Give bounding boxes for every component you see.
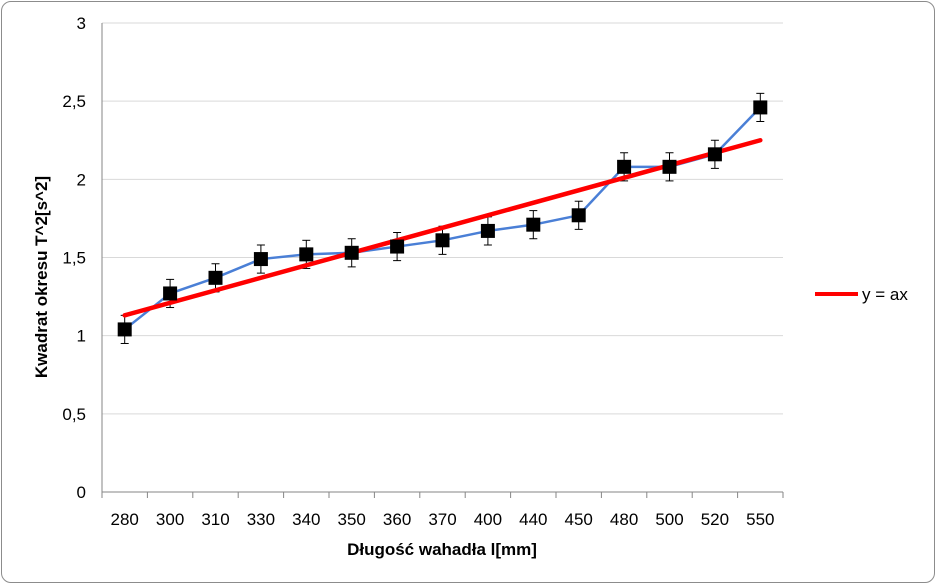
data-point-marker	[480, 223, 495, 238]
y-tick-label: 2	[77, 170, 86, 189]
x-tick-label: 310	[201, 510, 229, 529]
y-tick-label: 1,5	[62, 249, 86, 268]
y-tick-label: 1	[77, 327, 86, 346]
data-point-marker	[117, 322, 132, 337]
x-tick-label: 550	[746, 510, 774, 529]
y-tick-label: 0,5	[62, 405, 86, 424]
data-point-marker	[753, 100, 768, 115]
x-tick-label: 450	[565, 510, 593, 529]
fit-line	[122, 138, 763, 318]
y-tick-labels: 0 0,5 1 1,5 2 2,5 3	[62, 14, 86, 502]
x-tick-label: 350	[338, 510, 366, 529]
series-line	[123, 106, 762, 331]
data-point-marker	[707, 147, 722, 162]
data-point-marker	[617, 159, 632, 174]
x-tick-label: 520	[701, 510, 729, 529]
data-point-marker	[208, 270, 223, 285]
x-tick-label: 360	[383, 510, 411, 529]
x-tick-label: 500	[655, 510, 683, 529]
x-tick-label: 400	[474, 510, 502, 529]
legend-label-fit: y = ax	[862, 285, 908, 304]
data-point-marker	[299, 247, 314, 262]
gridlines	[102, 22, 783, 415]
data-point-marker	[571, 208, 586, 223]
x-tick-label: 370	[428, 510, 456, 529]
x-tick-label: 480	[610, 510, 638, 529]
x-tick-labels: 280 300 310 330 340 350 360 370 400 440 450 480 500 5…	[111, 510, 775, 529]
y-tick-label: 2,5	[62, 92, 86, 111]
y-tick-label: 3	[77, 14, 86, 33]
y-tick-label: 0	[77, 483, 86, 502]
x-tick-label: 340	[292, 510, 320, 529]
data-point-marker	[253, 252, 268, 267]
data-point-marker	[526, 217, 541, 232]
x-tick-label: 300	[156, 510, 184, 529]
data-point-marker	[344, 245, 359, 260]
data-point-marker	[163, 286, 178, 301]
data-point-marker	[662, 159, 677, 174]
series-layer	[117, 92, 768, 344]
x-axis-title: Długość wahadła l[mm]	[347, 540, 537, 559]
data-point-marker	[435, 233, 450, 248]
y-axis-title: Kwadrat okresu T^2[s^2]	[32, 176, 51, 378]
x-tick-label: 440	[519, 510, 547, 529]
legend: y = ax	[815, 285, 908, 304]
axes	[101, 23, 784, 498]
x-tick-label: 330	[247, 510, 275, 529]
data-point-marker	[390, 239, 405, 254]
x-tick-label: 280	[111, 510, 139, 529]
